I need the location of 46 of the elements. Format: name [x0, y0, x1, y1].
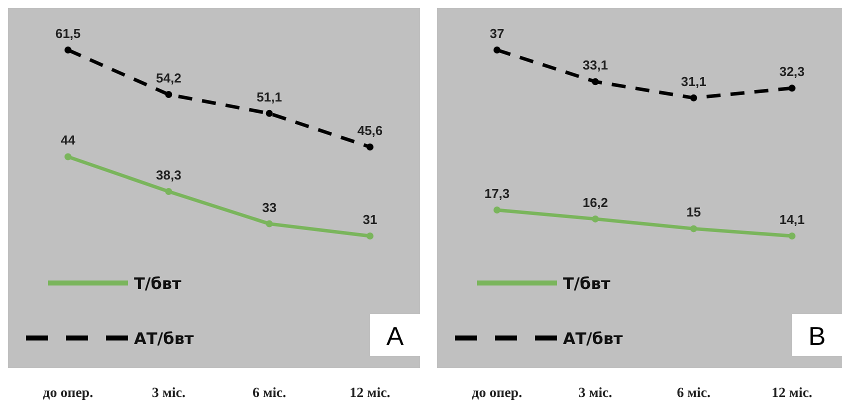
point: [165, 188, 172, 195]
text: B: [808, 321, 826, 351]
point: [366, 143, 374, 150]
text: A: [386, 321, 404, 351]
data-label: 54,2: [156, 70, 182, 86]
data-label: 44: [60, 132, 76, 148]
x-tick-label: до опер.: [472, 386, 522, 401]
data-label: 31,1: [681, 74, 706, 89]
point: [266, 110, 273, 117]
legend-label: АТ/бвт: [134, 329, 194, 348]
point: [788, 84, 796, 92]
x-tick-label: 6 міс.: [676, 386, 710, 401]
point: [366, 232, 374, 240]
point: [592, 78, 599, 86]
legend-label: Т/бвт: [134, 274, 182, 293]
data-label: 16,2: [582, 194, 608, 210]
data-label: 38,3: [156, 167, 182, 182]
point: [494, 206, 500, 214]
point: [64, 153, 72, 160]
point: [690, 94, 698, 102]
data-label: 15: [686, 204, 701, 220]
legend-label: Т/бвт: [563, 274, 612, 293]
data-label: 45,6: [357, 122, 383, 138]
data-label: 17,3: [484, 186, 510, 202]
point: [788, 232, 796, 240]
x-tick-label: 12 міс.: [772, 386, 812, 401]
x-tick-label: до опер.: [42, 386, 94, 401]
data-label: 61,5: [55, 26, 81, 41]
data-label: 51,1: [256, 89, 282, 104]
data-label: 33: [262, 200, 277, 215]
data-label: 31: [362, 212, 378, 227]
data-label: 14,1: [779, 212, 805, 227]
legend-label: АТ/бвт: [563, 329, 624, 348]
point: [64, 46, 72, 54]
point: [266, 220, 273, 228]
point: [165, 91, 172, 98]
point: [690, 225, 698, 232]
x-tick-label: 3 міс.: [578, 386, 612, 401]
point: [494, 46, 500, 54]
data-label: 33,1: [582, 58, 608, 73]
point: [592, 215, 599, 222]
data-label: 37: [490, 26, 504, 41]
x-tick-label: 3 міс.: [152, 386, 186, 401]
x-tick-label: 6 міс.: [252, 386, 286, 401]
x-tick-label: 12 міс.: [350, 386, 390, 401]
data-label: 32,3: [779, 64, 805, 80]
